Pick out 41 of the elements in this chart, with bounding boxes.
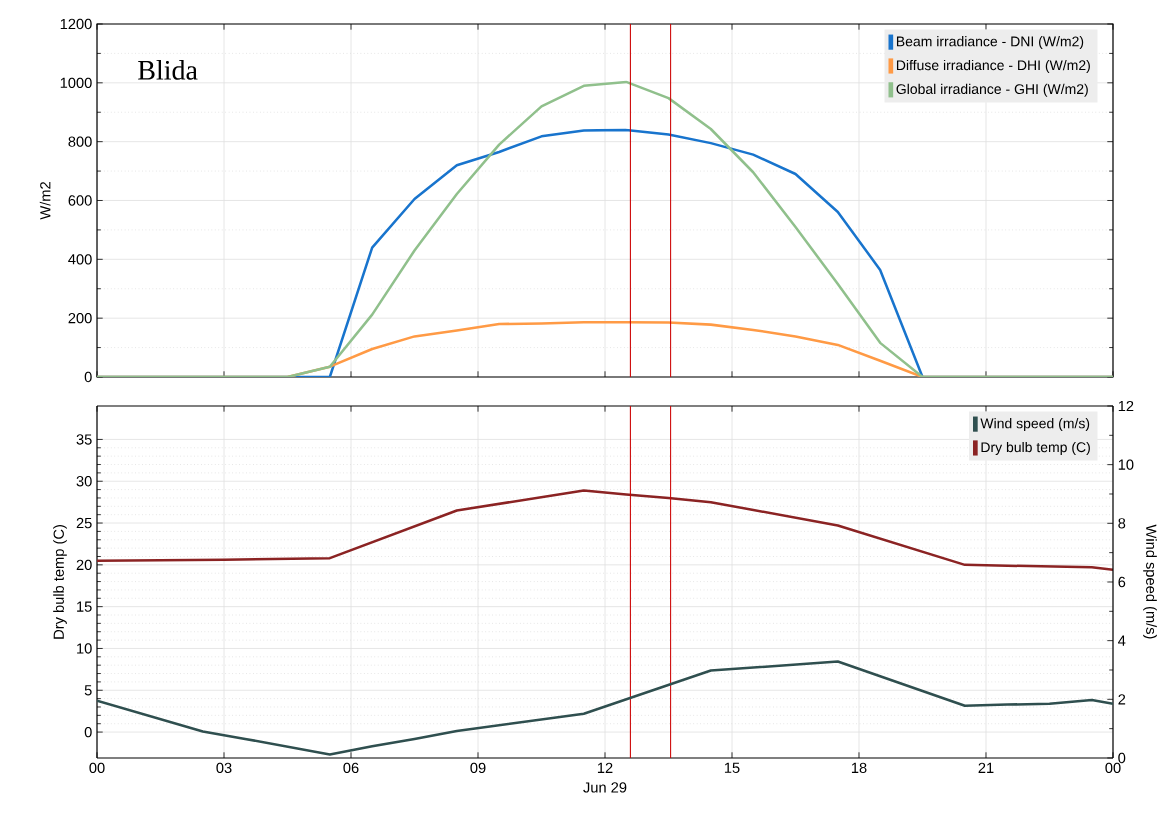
x-tick-label: 03	[216, 762, 232, 774]
y-tick-label: 0	[84, 371, 92, 383]
y2-tick-label: 10	[1118, 459, 1134, 470]
x-tick-label: 12	[597, 762, 613, 773]
y-tick-label: 15	[77, 601, 92, 612]
x-tick-label: 09	[470, 762, 486, 774]
y-tick-label: 30	[76, 476, 92, 487]
y-tick-label: 10	[77, 643, 92, 654]
x-tick-label: 15	[724, 762, 740, 773]
y2-tick-label: 12	[1118, 400, 1134, 412]
y-tick-label: 1000	[60, 77, 92, 89]
legend-label: Diffuse irradiance - DHI (W/m2)	[896, 59, 1090, 73]
x-tick-label: 00	[89, 762, 105, 774]
y-tick-label: 35	[76, 434, 92, 445]
y-tick-label: 800	[68, 136, 92, 147]
y-tick-label: 5	[84, 685, 92, 696]
y-tick-label: 20	[76, 559, 92, 571]
y2-tick-label: 6	[1118, 576, 1126, 588]
y-tick-label: 400	[68, 254, 92, 265]
y-axis-title: Dry bulb temp (C)	[53, 525, 67, 639]
y2-tick-label: 8	[1118, 518, 1126, 529]
y2-tick-label: 2	[1118, 694, 1126, 705]
legend-label: Wind speed (m/s)	[980, 418, 1090, 432]
y2-tick-label: 0	[1118, 752, 1126, 764]
y-tick-label: 25	[76, 517, 92, 529]
y-tick-label: 600	[68, 195, 92, 206]
legend-label: Global irradiance - GHI (W/m2)	[896, 83, 1088, 97]
y-tick-label: 0	[84, 726, 92, 738]
x-tick-label: 00	[1105, 762, 1121, 774]
y2-axis-title: Wind speed (m/s)	[1143, 524, 1157, 639]
y-axis-title: W/m2	[39, 182, 51, 220]
y2-tick-label: 4	[1118, 635, 1126, 646]
x-tick-label: 06	[343, 762, 359, 774]
y-tick-label: 200	[68, 312, 92, 324]
x-tick-label: 18	[851, 762, 867, 774]
x-axis-title: Jun 29	[583, 782, 627, 793]
legend-label: Dry bulb temp (C)	[981, 441, 1090, 455]
x-tick-label: 21	[978, 762, 994, 773]
annotation: Blida	[138, 60, 198, 80]
legend-label: Beam irradiance - DNI (W/m2)	[896, 36, 1084, 50]
y-tick-label: 1200	[60, 18, 92, 30]
